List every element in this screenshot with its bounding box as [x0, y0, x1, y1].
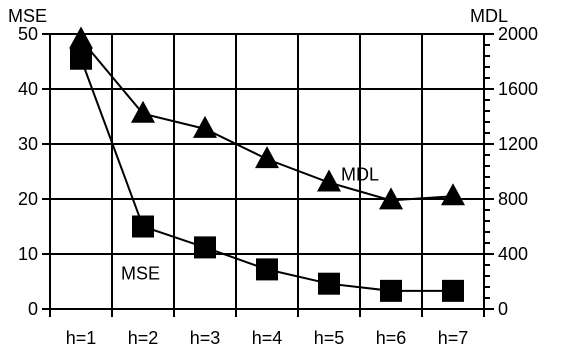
- data-point-mse: [380, 279, 402, 302]
- right-axis: 0 400 800 1200 1600 2000: [484, 24, 538, 319]
- left-axis-tick-label: 0: [28, 299, 38, 319]
- right-axis-label: MDL: [470, 6, 508, 26]
- left-axis-tick-label: 30: [18, 134, 38, 154]
- x-axis-tick-label: h=2: [128, 328, 159, 348]
- annotation-mse: MSE: [121, 264, 160, 284]
- left-axis-tick-label: 20: [18, 189, 38, 209]
- series-line-mse: [80, 58, 453, 292]
- data-point-mdl: [441, 183, 465, 206]
- data-point-mse: [318, 272, 340, 295]
- right-axis-tick-label: 400: [498, 244, 528, 264]
- right-axis-tick-label: 800: [498, 189, 528, 209]
- data-point-mse: [442, 279, 464, 302]
- data-point-mdl: [69, 26, 93, 49]
- data-point-mdl: [379, 187, 403, 210]
- left-axis-tick-label: 10: [18, 244, 38, 264]
- data-point-mse: [132, 215, 154, 238]
- x-axis-tick-label: h=5: [314, 328, 345, 348]
- right-axis-tick-label: 2000: [498, 24, 538, 44]
- annotation-mdl: MDL: [341, 164, 379, 184]
- right-axis-tick-label: 0: [498, 299, 508, 319]
- right-axis-tick-label: 1200: [498, 134, 538, 154]
- data-point-mdl: [317, 169, 341, 192]
- data-point-mse: [194, 236, 216, 259]
- left-axis-label: MSE: [8, 6, 47, 26]
- data-point-mdl: [193, 115, 217, 138]
- x-axis-tick-label: h=7: [438, 328, 469, 348]
- x-axis-tick-label: h=6: [376, 328, 407, 348]
- right-axis-tick-label: 1600: [498, 79, 538, 99]
- data-point-mse: [256, 258, 278, 281]
- left-axis: 0 10 20 30 40 50: [18, 24, 50, 319]
- plot-frame: [49, 33, 485, 310]
- x-axis: h=1 h=2 h=3 h=4 h=5 h=6 h=7: [49, 309, 485, 348]
- left-axis-tick-label: 50: [18, 24, 38, 44]
- x-axis-tick-label: h=3: [190, 328, 221, 348]
- data-point-mse: [70, 47, 92, 70]
- data-point-mdl: [255, 146, 279, 169]
- x-axis-tick-label: h=4: [252, 328, 283, 348]
- x-axis-tick-label: h=1: [66, 328, 97, 348]
- series: [69, 26, 465, 302]
- left-axis-tick-label: 40: [18, 79, 38, 99]
- data-point-mdl: [131, 100, 155, 123]
